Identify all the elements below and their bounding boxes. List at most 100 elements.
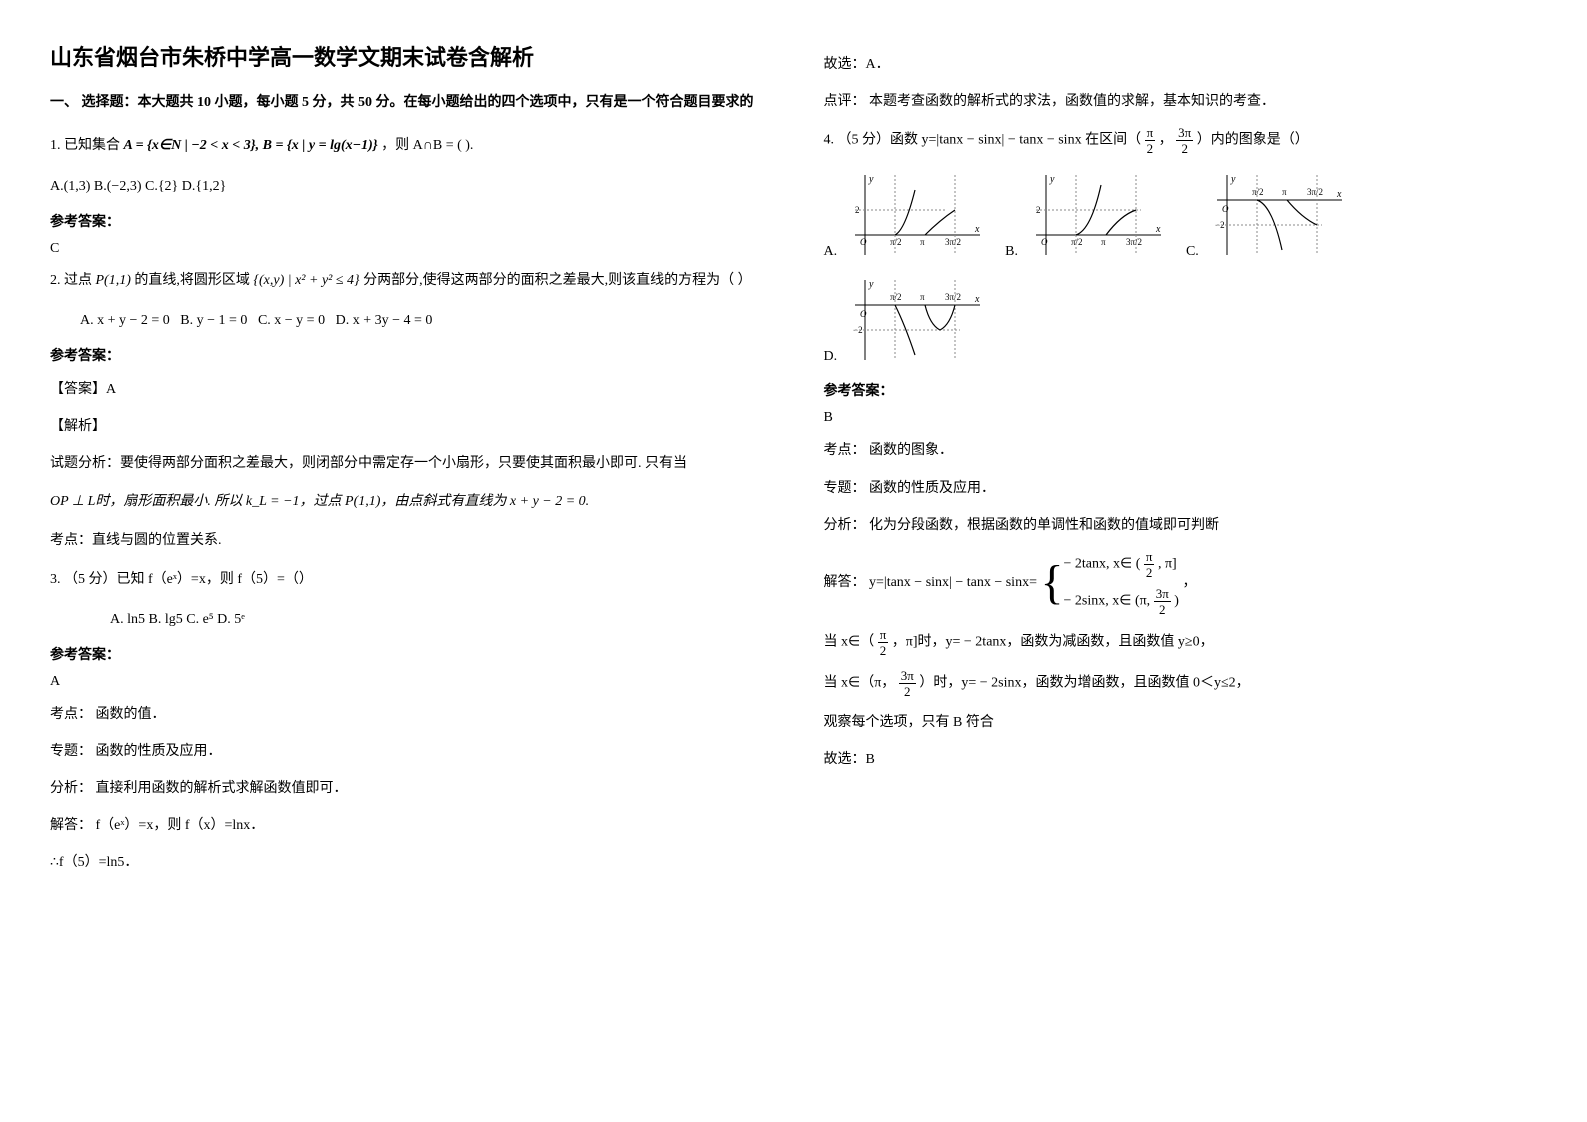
- q1-prefix: 1. 已知集合: [50, 139, 120, 154]
- svg-text:3π/2: 3π/2: [945, 292, 961, 302]
- q4-p3-text: 化为分段函数，根据函数的单调性和函数的值域即可判断: [869, 518, 1219, 533]
- q2-options: A. x + y − 2 = 0 B. y − 1 = 0 C. x − y =…: [80, 307, 764, 335]
- q3-p2-text: 函数的性质及应用．: [96, 744, 222, 759]
- q4-answer-label: 参考答案：: [824, 380, 1538, 400]
- q2-opt-a: A. x + y − 2 = 0: [80, 313, 170, 328]
- q4-p1-text: 函数的图象．: [869, 443, 953, 458]
- q3-answer: A: [50, 674, 764, 690]
- frac-pi-2-p5: π 2: [878, 628, 889, 657]
- q4-p4-prefix: y=|tanx − sinx| − tanx − sinx=: [869, 575, 1037, 590]
- svg-text:3π/2: 3π/2: [945, 237, 961, 247]
- q2-exp-line1: 试题分析：要使得两部分面积之差最大，则闭部分中需定存一个小扇形，只要使其面积最小…: [50, 451, 764, 476]
- q2-answer-label: 参考答案：: [50, 345, 764, 365]
- q3-p5: ∴f（5）=ln5．: [50, 850, 764, 875]
- q3-p3-label: 分析：: [50, 781, 92, 796]
- question-1: 1. 已知集合 A = {x∈N | −2 < x < 3}, B = {x |…: [50, 132, 764, 160]
- q3-p4: 解答： f（eˣ）=x，则 f（x）=lnx．: [50, 813, 764, 838]
- q3-answer-label: 参考答案：: [50, 644, 764, 664]
- chart-option-b: B. x y 2 O π/2 π 3π/2: [1005, 170, 1166, 260]
- q2-prefix: 2. 过点: [50, 273, 92, 288]
- q4-p1: 考点： 函数的图象．: [824, 438, 1538, 463]
- svg-text:π/2: π/2: [890, 292, 902, 302]
- chart-label-a: A.: [824, 244, 838, 260]
- svg-text:2: 2: [855, 205, 860, 215]
- svg-text:2: 2: [1036, 205, 1041, 215]
- svg-text:O: O: [860, 309, 867, 319]
- q2-exp-line2: OP ⊥ L时，扇形面积最小. 所以 k_L = −1，过点 P(1,1)，由点…: [50, 488, 764, 516]
- right-column: 故选：A． 点评： 本题考查函数的解析式的求法，函数值的求解，基本知识的考查． …: [824, 40, 1538, 888]
- q4-p6-suffix: ）时，y= − 2sinx，函数为增函数，且函数值 0＜y≤2，: [919, 676, 1249, 691]
- page-title: 山东省烟台市朱桥中学高一数学文期末试卷含解析: [50, 40, 764, 72]
- q3-p6: 故选：A．: [824, 52, 1538, 77]
- q3-p1-text: 函数的值．: [96, 707, 166, 722]
- q3-p7: 点评： 本题考查函数的解析式的求法，函数值的求解，基本知识的考查．: [824, 89, 1538, 114]
- q4-p6-prefix: 当 x∈（π，: [824, 676, 896, 691]
- chart-d-svg: x y −2 O π/2 π 3π/2: [845, 275, 985, 365]
- q3-p3-text: 直接利用函数的解析式求解函数值即可．: [96, 781, 348, 796]
- q1-suffix: ，则 A∩B = ( ).: [381, 139, 473, 154]
- q3-p1-label: 考点：: [50, 707, 92, 722]
- chart-label-b: B.: [1005, 244, 1018, 260]
- chart-option-a: A. x y 2 O π/2 π 3π/2: [824, 170, 986, 260]
- q4-prefix: 4. （5 分）函数 y=|tanx − sinx| − tanx − sinx…: [824, 133, 1142, 148]
- chart-label-d: D.: [824, 349, 838, 365]
- q4-p6: 当 x∈（π， 3π 2 ）时，y= − 2sinx，函数为增函数，且函数值 0…: [824, 669, 1538, 698]
- q1-answer-label: 参考答案：: [50, 211, 764, 231]
- frac-pi-2-a: π 2: [1145, 126, 1156, 155]
- q1-set-expr: A = {x∈N | −2 < x < 3}, B = {x | y = lg(…: [124, 132, 378, 160]
- q4-p7: 观察每个选项，只有 B 符合: [824, 710, 1538, 735]
- q4-charts-row2: D. x y −2 O π/2 π 3π/2: [824, 275, 1538, 365]
- q3-p4-text: f（eˣ）=x，则 f（x）=lnx．: [96, 818, 265, 833]
- question-3: 3. （5 分）已知 f（eˣ）=x，则 f（5）=（）: [50, 566, 764, 594]
- q4-tail-comma: ，: [1182, 575, 1196, 590]
- svg-text:−2: −2: [1215, 220, 1225, 230]
- q3-options: A. ln5 B. lg5 C. e⁵ D. 5ᵉ: [110, 606, 764, 634]
- svg-text:y: y: [1230, 174, 1236, 185]
- svg-text:O: O: [1041, 237, 1048, 247]
- q4-answer: B: [824, 410, 1538, 426]
- frac-pi-2-c1: π 2: [1144, 550, 1155, 579]
- case-2: − 2sinx, x∈ (π, 3π 2 ): [1064, 587, 1179, 616]
- svg-text:x: x: [974, 224, 980, 235]
- frac-3pi-2-p6: 3π 2: [899, 669, 916, 698]
- q4-p5: 当 x∈（ π 2 ，π]时，y= − 2tanx，函数为减函数，且函数值 y≥…: [824, 628, 1538, 657]
- q1-answer: C: [50, 241, 764, 257]
- q4-p3-label: 分析：: [824, 518, 866, 533]
- q3-p2: 专题： 函数的性质及应用．: [50, 739, 764, 764]
- q3-p1: 考点： 函数的值．: [50, 702, 764, 727]
- chart-option-d: D. x y −2 O π/2 π 3π/2: [824, 275, 986, 365]
- q4-p8: 故选：B: [824, 747, 1538, 772]
- q2-region: {(x,y) | x² + y² ≤ 4}: [253, 267, 359, 295]
- q4-p4-label: 解答：: [824, 575, 866, 590]
- q4-mid: ，: [1159, 133, 1173, 148]
- svg-text:x: x: [1155, 224, 1161, 235]
- q4-suffix: ）内的图象是（）: [1197, 133, 1309, 148]
- q4-p2: 专题： 函数的性质及应用．: [824, 476, 1538, 501]
- left-column: 山东省烟台市朱桥中学高一数学文期末试卷含解析 一、 选择题：本大题共 10 小题…: [50, 40, 764, 888]
- q2-ans-tag: 【答案】A: [50, 377, 764, 402]
- chart-c-svg: x y −2 O π/2 π 3π/2: [1207, 170, 1347, 260]
- piecewise-cases: − 2tanx, x∈ ( π 2 , π] − 2sinx, x∈ (π, 3…: [1064, 550, 1179, 616]
- q4-p1-label: 考点：: [824, 443, 866, 458]
- chart-b-svg: x y 2 O π/2 π 3π/2: [1026, 170, 1166, 260]
- q2-mid: 的直线,将圆形区域: [134, 273, 250, 288]
- svg-text:3π/2: 3π/2: [1307, 187, 1323, 197]
- q3-p7-label: 点评：: [824, 94, 866, 109]
- q4-p5-suffix: ，π]时，y= − 2tanx，函数为减函数，且函数值 y≥0，: [892, 635, 1214, 650]
- svg-text:x: x: [1336, 189, 1342, 200]
- q3-p3: 分析： 直接利用函数的解析式求解函数值即可．: [50, 776, 764, 801]
- svg-text:O: O: [860, 237, 867, 247]
- q2-exp-point: 考点：直线与圆的位置关系.: [50, 528, 764, 553]
- q4-p4: 解答： y=|tanx − sinx| − tanx − sinx= { − 2…: [824, 550, 1538, 616]
- q3-p4-label: 解答：: [50, 818, 92, 833]
- svg-text:3π/2: 3π/2: [1126, 237, 1142, 247]
- q2-suffix: 分两部分,使得这两部分的面积之差最大,则该直线的方程为（ ）: [363, 273, 752, 288]
- section-header: 一、 选择题：本大题共 10 小题，每小题 5 分，共 50 分。在每小题给出的…: [50, 92, 764, 114]
- svg-text:π: π: [1101, 237, 1106, 247]
- q4-p2-label: 专题：: [824, 481, 866, 496]
- svg-text:y: y: [868, 279, 874, 290]
- chart-label-c: C.: [1186, 244, 1199, 260]
- q2-opt-d: D. x + 3y − 4 = 0: [336, 313, 433, 328]
- svg-text:O: O: [1222, 204, 1229, 214]
- question-2: 2. 过点 P(1,1) 的直线,将圆形区域 {(x,y) | x² + y² …: [50, 267, 764, 295]
